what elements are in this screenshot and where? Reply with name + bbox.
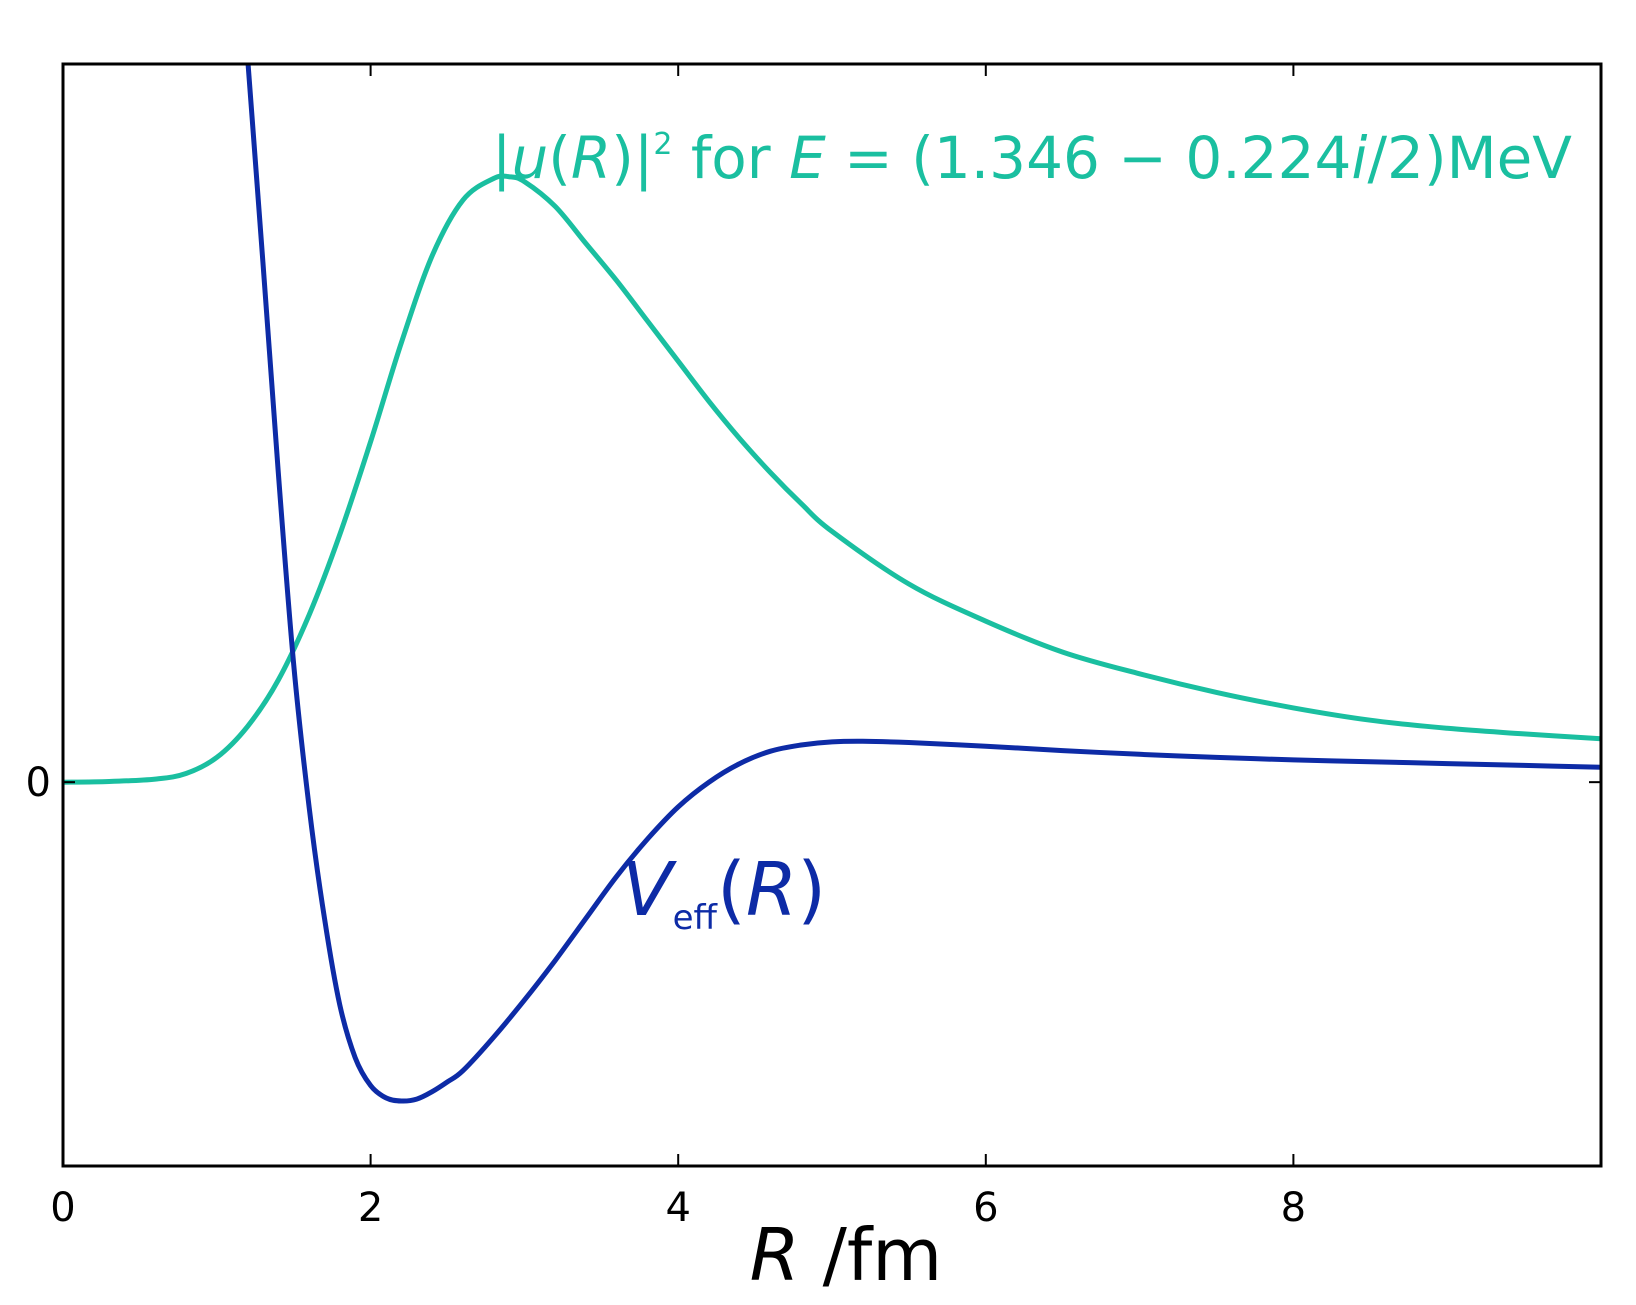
psi-label-part: (	[548, 124, 571, 192]
veff-label-v: V	[622, 847, 677, 933]
veff-label-close: )	[797, 847, 826, 933]
psi-label-part: for	[672, 124, 789, 192]
psi-label-part: E	[789, 124, 826, 192]
psi-line	[63, 173, 1601, 785]
psi-label-part: /2)MeV	[1368, 124, 1573, 192]
x-tick-label: 8	[1281, 1185, 1306, 1231]
psi-curve-label: |u(R)|2 for E = (1.346 − 0.224i/2)MeV	[492, 124, 1572, 192]
x-axis-unit: /fm	[800, 1213, 943, 1297]
veff-curve-label: Veff(R)	[622, 847, 826, 938]
x-axis-var: R	[750, 1213, 800, 1297]
plot-frame	[61, 62, 1603, 1168]
veff-label-open: (	[717, 847, 746, 933]
veff-label-sub: eff	[673, 898, 719, 938]
psi-label-part: R	[571, 124, 611, 192]
veff-label-r: R	[746, 847, 797, 933]
psi-label-part: u	[511, 124, 548, 192]
x-tick-label: 4	[665, 1185, 690, 1231]
x-axis-title: R /fm	[750, 1213, 943, 1297]
veff-line	[245, 64, 1601, 1104]
psi-label-part: )|	[611, 124, 653, 192]
ticks-layer: 0 2 4 6 8 0	[26, 64, 1601, 1231]
psi-label-part: = (1.346 − 0.224	[826, 124, 1352, 192]
y-tick-label: 0	[26, 760, 51, 806]
x-tick-label: 6	[973, 1185, 998, 1231]
psi-label-part: |	[492, 124, 512, 192]
psi-label-part: 2	[653, 127, 672, 162]
psi-label-part: i	[1351, 124, 1367, 192]
x-tick-label: 2	[358, 1185, 383, 1231]
x-tick-label: 0	[50, 1185, 75, 1231]
series-layer	[63, 64, 1601, 1104]
